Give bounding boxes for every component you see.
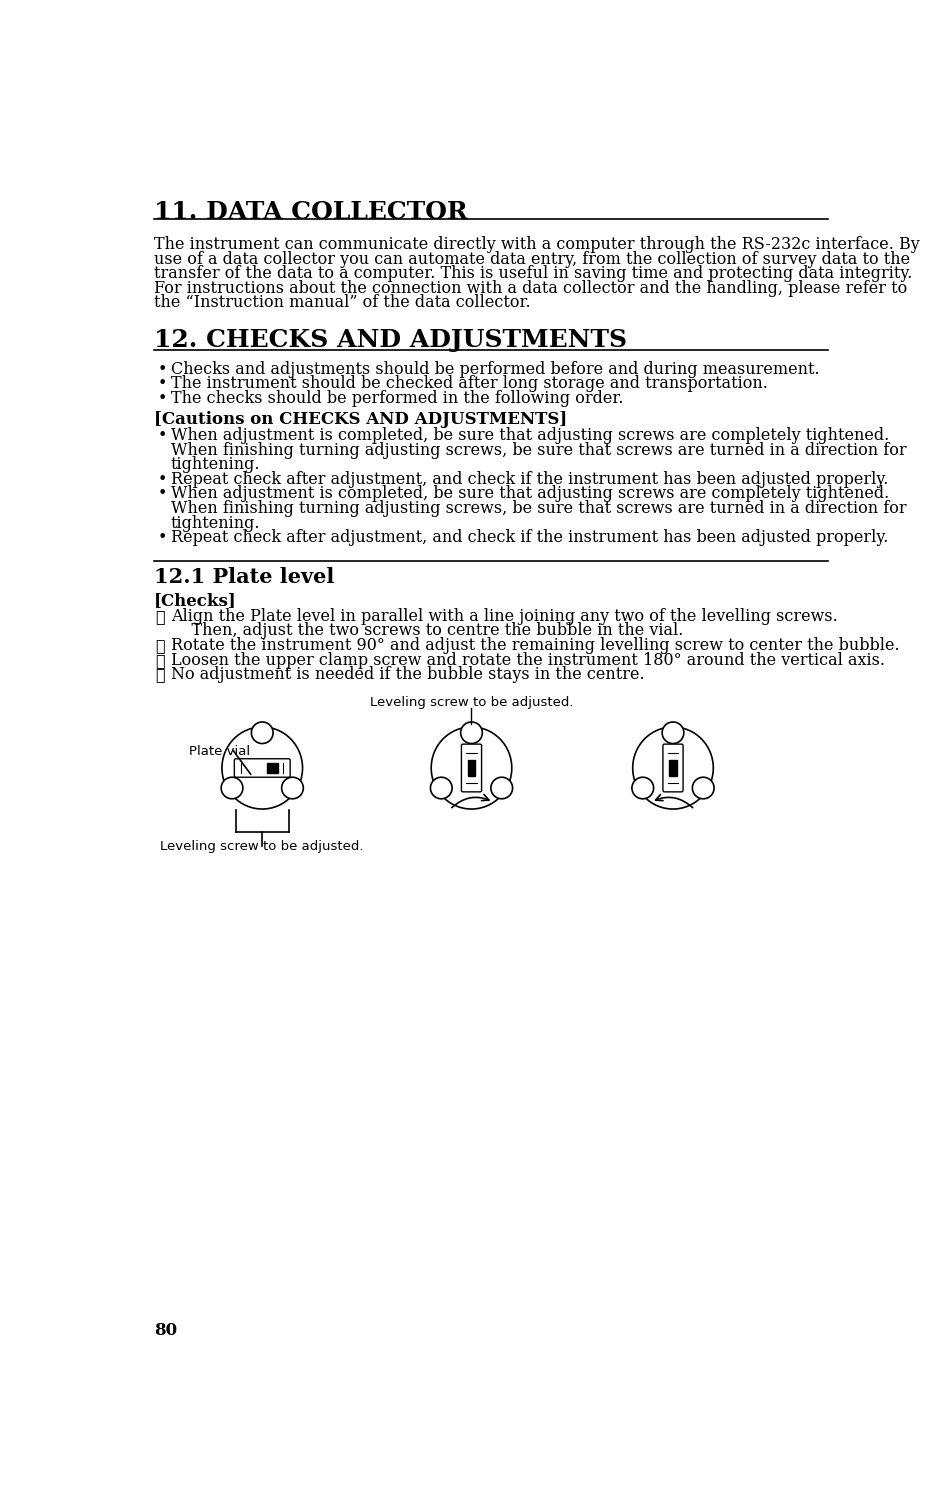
Text: •: • (158, 529, 167, 546)
Text: •: • (158, 361, 167, 378)
Text: For instructions about the connection with a data collector and the handling, pl: For instructions about the connection wi… (154, 280, 907, 296)
Text: •: • (158, 390, 167, 408)
Text: The checks should be performed in the following order.: The checks should be performed in the fo… (171, 390, 623, 408)
Circle shape (662, 722, 684, 743)
Text: Checks and adjustments should be performed before and during measurement.: Checks and adjustments should be perform… (171, 361, 820, 378)
Bar (267, 763, 278, 773)
Circle shape (491, 778, 513, 799)
Ellipse shape (222, 726, 302, 809)
Text: 80: 80 (154, 1322, 177, 1339)
Text: ④: ④ (155, 666, 165, 683)
Text: Repeat check after adjustment, and check if the instrument has been adjusted pro: Repeat check after adjustment, and check… (171, 471, 888, 487)
Circle shape (431, 778, 452, 799)
Text: ③: ③ (155, 651, 165, 669)
Bar (468, 761, 476, 776)
Text: tightening.: tightening. (171, 514, 261, 531)
Text: Leveling screw to be adjusted.: Leveling screw to be adjusted. (161, 839, 364, 853)
Text: •: • (158, 486, 167, 502)
Text: Loosen the upper clamp screw and rotate the instrument 180° around the vertical : Loosen the upper clamp screw and rotate … (171, 651, 884, 669)
FancyBboxPatch shape (461, 744, 481, 793)
Text: 11. DATA COLLECTOR: 11. DATA COLLECTOR (154, 200, 468, 224)
FancyBboxPatch shape (663, 744, 683, 793)
Text: Plate vial: Plate vial (188, 744, 250, 758)
Text: When adjustment is completed, be sure that adjusting screws are completely tight: When adjustment is completed, be sure th… (171, 486, 889, 502)
Text: Leveling screw to be adjusted.: Leveling screw to be adjusted. (370, 696, 573, 710)
Text: ②: ② (155, 638, 165, 654)
Text: ①: ① (155, 608, 165, 624)
Text: 12.1 Plate level: 12.1 Plate level (154, 567, 334, 587)
Circle shape (692, 778, 714, 799)
Text: transfer of the data to a computer. This is useful in saving time and protecting: transfer of the data to a computer. This… (154, 265, 912, 283)
Text: No adjustment is needed if the bubble stays in the centre.: No adjustment is needed if the bubble st… (171, 666, 645, 683)
FancyArrowPatch shape (452, 794, 489, 808)
FancyArrowPatch shape (655, 794, 692, 808)
Circle shape (281, 778, 303, 799)
Text: •: • (158, 471, 167, 487)
Text: Rotate the instrument 90° and adjust the remaining levelling screw to center the: Rotate the instrument 90° and adjust the… (171, 638, 900, 654)
Text: tightening.: tightening. (171, 456, 261, 474)
Text: [Cautions on CHECKS AND ADJUSTMENTS]: [Cautions on CHECKS AND ADJUSTMENTS] (154, 411, 567, 427)
Text: •: • (158, 376, 167, 393)
Text: the “Instruction manual” of the data collector.: the “Instruction manual” of the data col… (154, 295, 531, 311)
Bar (670, 761, 677, 776)
Text: [Checks]: [Checks] (154, 591, 237, 609)
Text: 12. CHECKS AND ADJUSTMENTS: 12. CHECKS AND ADJUSTMENTS (154, 328, 627, 352)
Circle shape (251, 722, 273, 743)
Circle shape (631, 778, 653, 799)
Text: use of a data collector you can automate data entry, from the collection of surv: use of a data collector you can automate… (154, 251, 910, 268)
Ellipse shape (431, 726, 512, 809)
Text: •: • (158, 427, 167, 444)
Text: When finishing turning adjusting screws, be sure that screws are turned in a dir: When finishing turning adjusting screws,… (171, 442, 906, 459)
Text: Align the Plate level in parallel with a line joining any two of the levelling s: Align the Plate level in parallel with a… (171, 608, 838, 624)
Text: The instrument can communicate directly with a computer through the RS-232c inte: The instrument can communicate directly … (154, 236, 920, 253)
Ellipse shape (632, 726, 713, 809)
FancyBboxPatch shape (234, 758, 290, 778)
Circle shape (460, 722, 482, 743)
Text: When adjustment is completed, be sure that adjusting screws are completely tight: When adjustment is completed, be sure th… (171, 427, 889, 444)
Text: The instrument should be checked after long storage and transportation.: The instrument should be checked after l… (171, 376, 767, 393)
Text: Then, adjust the two screws to centre the bubble in the vial.: Then, adjust the two screws to centre th… (171, 623, 683, 639)
Text: When finishing turning adjusting screws, be sure that screws are turned in a dir: When finishing turning adjusting screws,… (171, 499, 906, 517)
Text: Repeat check after adjustment, and check if the instrument has been adjusted pro: Repeat check after adjustment, and check… (171, 529, 888, 546)
Circle shape (222, 778, 243, 799)
